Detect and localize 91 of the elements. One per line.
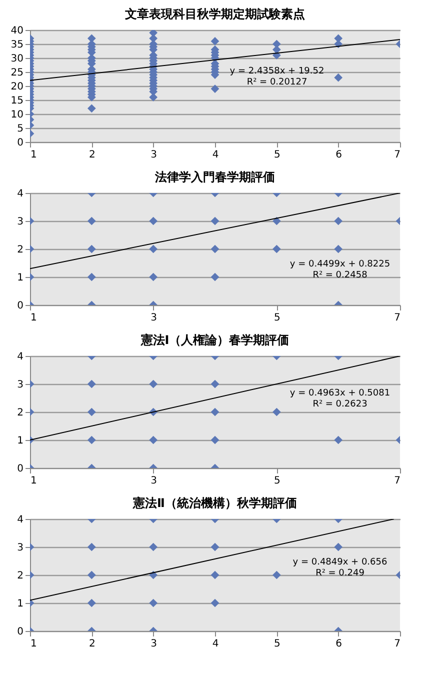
y-tick-label: 1 xyxy=(17,272,24,284)
x-tick-label: 7 xyxy=(394,476,400,486)
point xyxy=(210,380,220,388)
point xyxy=(149,244,158,254)
chart-title: 法律学入門春学期評価 xyxy=(154,170,275,184)
point xyxy=(149,272,158,282)
point xyxy=(87,380,96,388)
point xyxy=(149,598,158,608)
point xyxy=(210,272,220,282)
x-tick-label: 1 xyxy=(30,638,37,650)
point xyxy=(210,216,220,226)
point xyxy=(210,408,220,416)
point xyxy=(149,436,158,444)
y-tick-label: 2 xyxy=(17,570,24,582)
chart-title: 憲法Ⅰ（人権論）春学期評価 xyxy=(140,333,290,347)
point xyxy=(210,244,220,254)
point xyxy=(272,244,281,254)
x-tick-label: 3 xyxy=(150,150,158,160)
x-tick-label: 7 xyxy=(394,150,400,160)
point xyxy=(149,216,158,226)
x-tick-label: 1 xyxy=(30,150,37,160)
annotation: y = 0.4963x + 0.5081 xyxy=(290,388,390,398)
y-tick-label: 20 xyxy=(10,82,24,92)
point xyxy=(272,570,281,580)
y-tick-label: 3 xyxy=(17,216,24,228)
y-tick-label: 2 xyxy=(17,244,24,256)
point xyxy=(334,436,343,444)
y-tick-label: 30 xyxy=(10,54,24,64)
point xyxy=(210,598,220,608)
y-tick-label: 3 xyxy=(17,542,24,554)
y-tick-label: 10 xyxy=(10,110,24,120)
x-tick-label: 5 xyxy=(274,150,280,160)
annotation: y = 0.4849x + 0.656 xyxy=(292,558,388,568)
y-tick-label: 25 xyxy=(10,68,24,78)
x-tick-label: 4 xyxy=(212,150,219,160)
y-tick-label: 4 xyxy=(17,188,24,200)
annotation: R² = 0.20127 xyxy=(246,78,308,88)
chart-title: 文章表現科目秋学期定期試験素点 xyxy=(124,7,305,21)
annotation: R² = 0.249 xyxy=(316,568,365,578)
point xyxy=(87,244,96,254)
point xyxy=(87,598,96,608)
annotation: y = 0.4499x + 0.8225 xyxy=(290,260,390,270)
x-tick-label: 5 xyxy=(274,638,280,650)
x-tick-label: 2 xyxy=(88,150,96,160)
x-tick-label: 3 xyxy=(150,476,158,486)
point xyxy=(87,408,96,416)
y-tick-label: 0 xyxy=(17,300,24,312)
y-tick-label: 2 xyxy=(17,408,24,418)
y-tick-label: 1 xyxy=(17,598,24,610)
x-tick-label: 4 xyxy=(212,638,219,650)
y-tick-label: 40 xyxy=(10,26,24,36)
point xyxy=(272,216,281,226)
x-tick-label: 5 xyxy=(274,312,280,324)
y-tick-label: 5 xyxy=(17,124,24,134)
point xyxy=(87,570,96,580)
x-tick-label: 6 xyxy=(336,150,342,160)
y-tick-label: 0 xyxy=(17,626,24,638)
point xyxy=(87,436,96,444)
point xyxy=(87,216,96,226)
x-tick-label: 6 xyxy=(336,638,342,650)
point xyxy=(149,542,158,552)
point xyxy=(210,542,220,552)
chart-title: 憲法Ⅱ（統治機構）秋学期評価 xyxy=(132,496,297,510)
y-tick-label: 4 xyxy=(17,514,24,526)
x-tick-label: 2 xyxy=(88,638,96,650)
y-tick-label: 0 xyxy=(17,464,24,474)
y-tick-label: 35 xyxy=(10,40,24,50)
y-tick-label: 0 xyxy=(17,138,24,148)
point xyxy=(87,272,96,282)
point xyxy=(272,408,281,416)
y-tick-label: 3 xyxy=(17,380,24,390)
annotation: R² = 0.2623 xyxy=(312,400,368,410)
point xyxy=(210,570,220,580)
point xyxy=(149,380,158,388)
annotation: y = 2.4358x + 19.52 xyxy=(230,66,324,76)
x-tick-label: 1 xyxy=(30,476,37,486)
x-tick-label: 3 xyxy=(150,312,158,324)
point xyxy=(87,542,96,552)
point xyxy=(210,436,220,444)
x-tick-label: 5 xyxy=(274,476,280,486)
y-tick-label: 4 xyxy=(17,352,24,362)
y-tick-label: 15 xyxy=(10,96,24,106)
x-tick-label: 1 xyxy=(30,312,37,324)
point xyxy=(334,542,343,552)
x-tick-label: 7 xyxy=(394,638,400,650)
y-tick-label: 1 xyxy=(17,436,24,446)
x-tick-label: 3 xyxy=(150,638,158,650)
x-tick-label: 7 xyxy=(394,312,400,324)
point xyxy=(334,244,343,254)
annotation: R² = 0.2458 xyxy=(312,270,368,280)
point xyxy=(334,216,343,226)
